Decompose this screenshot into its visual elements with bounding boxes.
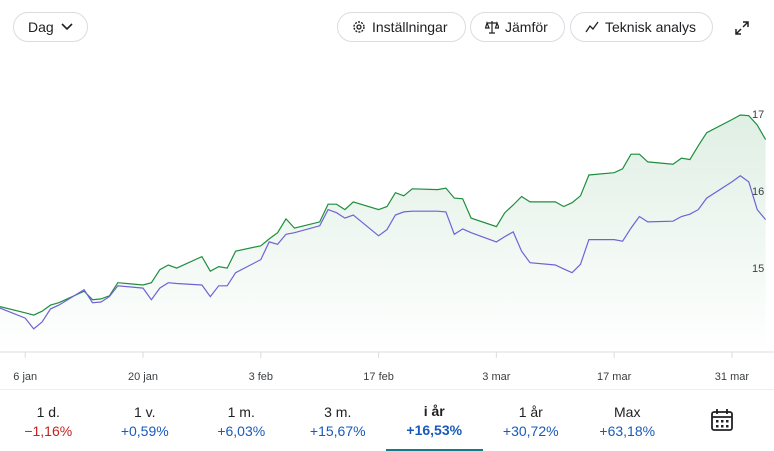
period-label: 3 m. [324, 403, 352, 420]
calendar-icon[interactable] [710, 408, 734, 432]
period-tab[interactable]: 1 v. +0,59% [97, 391, 194, 451]
analysis-label: Teknisk analys [605, 19, 697, 35]
period-label: 1 m. [227, 403, 255, 420]
chart: 15 16 17 6 jan 20 jan 3 feb 17 feb 3 mar 17 mar 3… [0, 109, 774, 390]
range-button[interactable]: Dag [13, 12, 88, 42]
trend-icon [585, 21, 599, 33]
period-label: i år [423, 402, 445, 419]
period-tab[interactable]: 1 m. +6,03% [193, 391, 290, 451]
period-change: −1,16% [24, 422, 73, 439]
gear-icon [353, 21, 365, 33]
period-tabs: 1 d. −1,16% 1 v. +0,59% 1 m. +6,03% 3 m. +15,67… [0, 391, 774, 451]
y-tick-label: 17 [752, 109, 764, 121]
period-tab[interactable]: 1 d. −1,16% [0, 391, 97, 451]
line [0, 175, 767, 330]
chevron-icon [61, 23, 73, 31]
line [0, 114, 767, 316]
x-tick-label: 3 feb [249, 371, 273, 383]
x-tick-label: 17 feb [363, 371, 394, 383]
settings-button[interactable]: Inställningar [337, 12, 466, 42]
period-tab[interactable]: 1 år +30,72% [483, 391, 580, 451]
expand-icon[interactable] [734, 20, 750, 36]
analysis-button[interactable]: Teknisk analys [570, 12, 713, 42]
settings-label: Inställningar [372, 19, 448, 35]
x-tick-label: 31 mar [715, 371, 750, 383]
y-tick-label: 15 [752, 263, 764, 275]
scale-icon [485, 21, 499, 34]
period-label: Max [614, 403, 641, 420]
x-tick-label: 6 jan [13, 371, 37, 383]
period-change: +16,53% [406, 421, 463, 438]
period-tab[interactable]: Max +63,18% [579, 391, 676, 451]
range-label: Dag [28, 19, 54, 35]
area [0, 115, 766, 352]
period-change: +15,67% [309, 422, 366, 439]
period-label: 1 d. [36, 403, 60, 420]
period-change: +6,03% [217, 422, 266, 439]
period-label: 1 v. [133, 403, 156, 420]
compare-button[interactable]: Jämför [470, 12, 565, 42]
period-change: +0,59% [120, 422, 169, 439]
compare-label: Jämför [505, 19, 548, 35]
period-change: +30,72% [502, 422, 559, 439]
period-tab[interactable]: i år +16,53% [386, 391, 483, 451]
x-tick-label: 20 jan [128, 371, 158, 383]
period-change: +63,18% [599, 422, 656, 439]
period-tab[interactable]: 3 m. +15,67% [290, 391, 387, 451]
y-tick-label: 16 [752, 186, 764, 198]
x-tick-label: 17 mar [597, 371, 632, 383]
period-label: 1 år [518, 403, 543, 420]
x-tick-label: 3 mar [482, 371, 510, 383]
